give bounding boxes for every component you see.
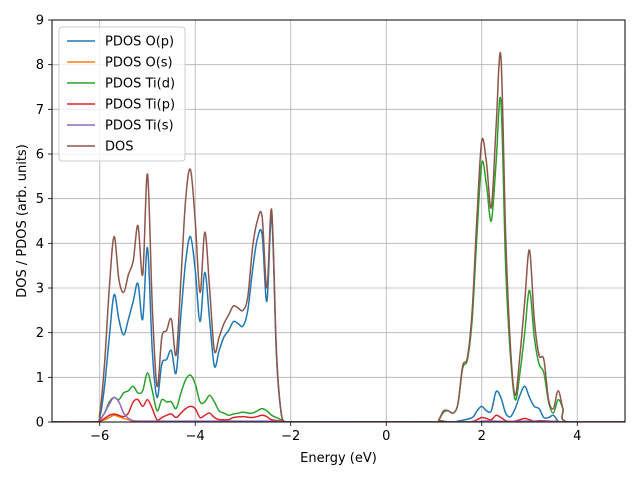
series-line-pdos-o-p bbox=[52, 215, 625, 422]
y-tick-label-0: 0 bbox=[36, 416, 44, 431]
y-tick-label-7: 7 bbox=[36, 103, 44, 118]
ticks: −6 −4 −2 0 2 4 0 1 2 3 4 5 6 7 8 9 bbox=[36, 14, 582, 445]
x-tick-label-5: 4 bbox=[573, 429, 581, 444]
x-tick-label-3: 0 bbox=[382, 429, 390, 444]
legend: PDOS O(p) PDOS O(s) PDOS Ti(d) PDOS Ti(p) PD… bbox=[58, 26, 186, 162]
y-tick-label-1: 1 bbox=[36, 371, 44, 386]
series-line-pdos-ti-d bbox=[52, 96, 625, 422]
y-tick-label-9: 9 bbox=[36, 14, 44, 29]
y-tick-label-3: 3 bbox=[36, 282, 44, 297]
x-tick-label-4: 2 bbox=[478, 429, 486, 444]
grid bbox=[52, 19, 625, 423]
x-tick-label-0: −6 bbox=[90, 429, 109, 444]
legend-label-pdos-o-p: PDOS O(p) bbox=[105, 35, 174, 50]
legend-label-pdos-ti-p: PDOS Ti(p) bbox=[105, 98, 175, 113]
legend-label-dos: DOS bbox=[105, 140, 134, 155]
plot-frame bbox=[51, 19, 626, 423]
series-line-pdos-ti-s bbox=[52, 396, 625, 422]
y-axis-label: DOS / PDOS (arb. units) bbox=[15, 144, 30, 298]
series-line-dos bbox=[52, 52, 625, 422]
legend-label-pdos-ti-d: PDOS Ti(d) bbox=[105, 77, 175, 92]
y-tick-label-8: 8 bbox=[36, 58, 44, 73]
y-tick-label-5: 5 bbox=[36, 192, 44, 207]
legend-label-pdos-ti-s: PDOS Ti(s) bbox=[105, 119, 174, 134]
y-tick-label-6: 6 bbox=[36, 148, 44, 163]
y-tick-label-4: 4 bbox=[36, 237, 44, 252]
legend-box bbox=[58, 26, 186, 162]
x-axis-label: Energy (eV) bbox=[300, 451, 377, 466]
x-tick-label-1: −4 bbox=[186, 429, 205, 444]
legend-label-pdos-o-s: PDOS O(s) bbox=[105, 56, 173, 71]
y-tick-label-2: 2 bbox=[36, 326, 44, 341]
x-tick-label-2: −2 bbox=[281, 429, 300, 444]
